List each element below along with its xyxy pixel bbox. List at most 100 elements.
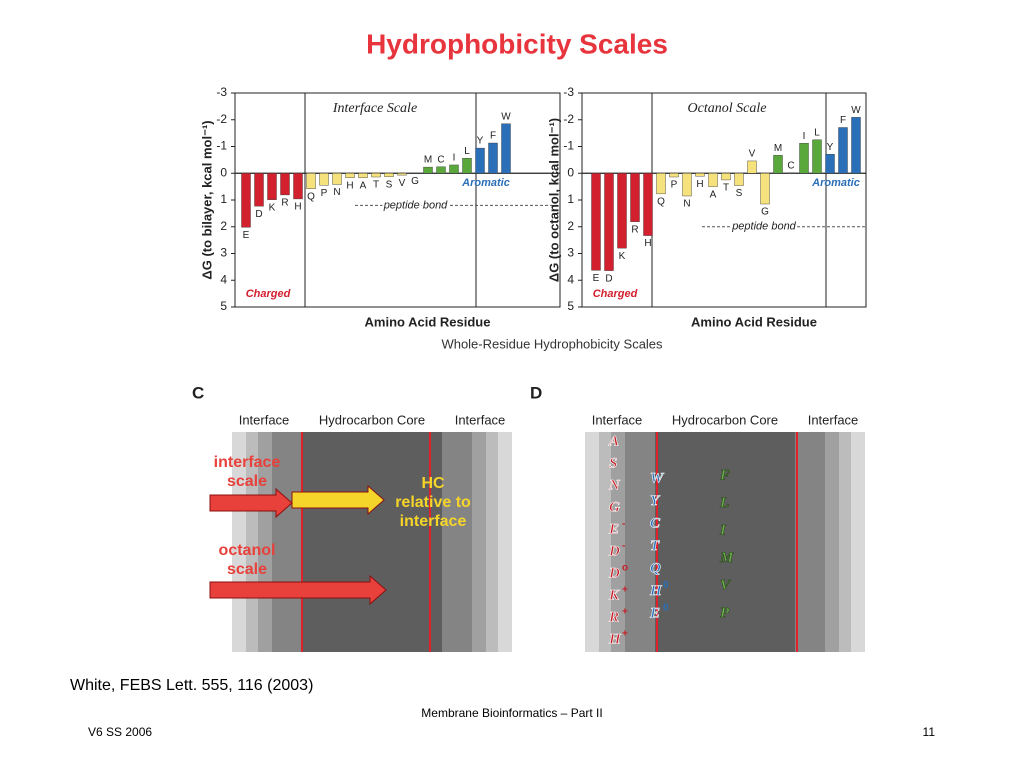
bar-letter: Y xyxy=(477,136,484,147)
bar xyxy=(683,173,692,196)
bar xyxy=(255,173,264,206)
bar-letter: W xyxy=(851,105,861,116)
bar xyxy=(761,173,770,204)
annotation: Aromatic xyxy=(811,177,860,189)
residue-charge: - xyxy=(622,519,625,530)
residue: I xyxy=(719,522,727,538)
residue: R xyxy=(608,609,619,625)
y-tick-label: 1 xyxy=(567,192,574,206)
bar xyxy=(839,128,848,174)
residue: M xyxy=(719,550,734,566)
panel-label: C xyxy=(192,383,204,402)
y-tick-label: 5 xyxy=(220,299,227,313)
residue: H xyxy=(608,631,622,647)
bar xyxy=(346,173,355,178)
bar xyxy=(696,173,705,176)
residue: E xyxy=(608,521,619,537)
membrane-band xyxy=(839,432,851,652)
bar-letter: I xyxy=(803,131,806,142)
bar-letter: T xyxy=(373,180,379,191)
bar-letter: G xyxy=(761,207,769,218)
bar-letter: G xyxy=(411,176,419,187)
bar xyxy=(333,173,342,184)
bar xyxy=(657,173,666,194)
y-tick-label: 0 xyxy=(220,165,227,179)
membrane-band xyxy=(498,432,512,652)
bar xyxy=(800,143,809,173)
bar-letter: E xyxy=(243,230,250,241)
panel-label: D xyxy=(530,383,542,402)
bar-letter: H xyxy=(696,179,703,190)
bar-letter: F xyxy=(840,115,846,126)
residue-charge: 0 xyxy=(663,580,669,591)
bar-letter: H xyxy=(346,180,353,191)
y-tick-label: -1 xyxy=(216,139,227,153)
bar xyxy=(774,155,783,173)
bar xyxy=(735,173,744,185)
bar xyxy=(631,173,640,221)
y-tick-label: -2 xyxy=(216,112,227,126)
bar xyxy=(463,158,472,173)
y-tick-label: 5 xyxy=(567,299,574,313)
bar xyxy=(385,173,394,176)
membrane-band xyxy=(472,432,486,652)
y-tick-label: 3 xyxy=(220,246,227,260)
bar-letter: P xyxy=(671,180,678,191)
bar-letter: N xyxy=(683,199,690,210)
residue-charge: + xyxy=(622,585,628,596)
residue-charge: 0 xyxy=(663,603,669,614)
residue: S xyxy=(609,455,617,471)
panel-header: Hydrocarbon Core xyxy=(319,412,425,427)
bar-letter: D xyxy=(605,273,612,284)
residue-charge: - xyxy=(622,541,625,552)
bar xyxy=(242,173,251,227)
residue: F xyxy=(719,467,730,483)
bar xyxy=(307,173,316,189)
bar xyxy=(359,173,368,178)
bar-letter: K xyxy=(619,251,626,262)
bar-letter: D xyxy=(255,209,262,220)
bar-letter: M xyxy=(774,143,782,154)
bar xyxy=(294,173,303,199)
bar xyxy=(722,173,731,180)
bar-letter: C xyxy=(437,154,444,165)
bar-letter: F xyxy=(490,131,496,142)
bar-letter: L xyxy=(464,146,470,157)
bar xyxy=(748,161,757,173)
chart-title: Octanol Scale xyxy=(688,101,767,116)
membrane-band xyxy=(442,432,472,652)
bar xyxy=(813,140,822,173)
y-tick-label: 4 xyxy=(220,272,227,286)
bar-letter: M xyxy=(424,155,432,166)
bar-letter: L xyxy=(814,127,820,138)
bar-letter: C xyxy=(787,160,794,171)
residue: D xyxy=(608,543,620,559)
residue: K xyxy=(608,587,620,603)
y-tick-label: 4 xyxy=(567,272,574,286)
bar xyxy=(852,117,861,173)
residue: P xyxy=(720,605,730,621)
residue: E xyxy=(649,605,660,621)
panel-header: Interface xyxy=(239,412,290,427)
x-axis-label: Amino Acid Residue xyxy=(365,314,491,329)
y-axis-label: ΔG (to bilayer, kcal mol⁻¹) xyxy=(199,120,214,279)
bar-letter: A xyxy=(360,180,367,191)
bar-letter: W xyxy=(501,111,511,122)
bar-letter: R xyxy=(631,224,638,235)
bar xyxy=(281,173,290,195)
footer-right: 11 xyxy=(923,725,936,739)
bar-letter: P xyxy=(321,188,328,199)
membrane-band xyxy=(486,432,498,652)
bar-letter: H xyxy=(294,202,301,213)
panel-header: Hydrocarbon Core xyxy=(672,412,778,427)
y-tick-label: 3 xyxy=(567,246,574,260)
residue: H xyxy=(649,583,663,599)
bar-letter: Q xyxy=(307,191,315,202)
bar xyxy=(670,173,679,177)
figure-caption: Whole-Residue Hydrophobicity Scales xyxy=(441,336,663,351)
residue: L xyxy=(719,495,729,511)
y-tick-label: -2 xyxy=(563,112,574,126)
membrane-band xyxy=(851,432,865,652)
y-tick-label: -1 xyxy=(563,139,574,153)
annotation: Charged xyxy=(593,288,638,300)
